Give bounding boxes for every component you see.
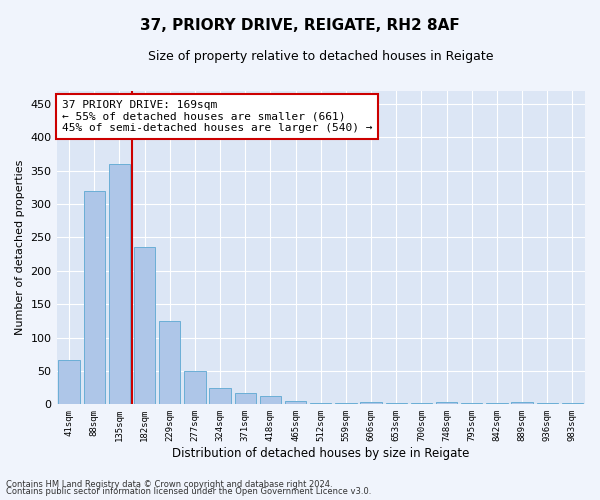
- Bar: [335, 403, 356, 404]
- Bar: [109, 164, 130, 404]
- Bar: [511, 402, 533, 404]
- Bar: [310, 403, 331, 404]
- Text: Contains HM Land Registry data © Crown copyright and database right 2024.: Contains HM Land Registry data © Crown c…: [6, 480, 332, 489]
- Bar: [562, 403, 583, 404]
- Bar: [184, 371, 206, 404]
- Title: Size of property relative to detached houses in Reigate: Size of property relative to detached ho…: [148, 50, 494, 63]
- Bar: [386, 403, 407, 404]
- Bar: [58, 360, 80, 405]
- Bar: [159, 321, 181, 404]
- Bar: [235, 393, 256, 404]
- Bar: [209, 388, 231, 404]
- Text: Contains public sector information licensed under the Open Government Licence v3: Contains public sector information licen…: [6, 487, 371, 496]
- Bar: [134, 248, 155, 404]
- X-axis label: Distribution of detached houses by size in Reigate: Distribution of detached houses by size …: [172, 447, 469, 460]
- Text: 37 PRIORY DRIVE: 169sqm
← 55% of detached houses are smaller (661)
45% of semi-d: 37 PRIORY DRIVE: 169sqm ← 55% of detache…: [62, 100, 373, 133]
- Text: 37, PRIORY DRIVE, REIGATE, RH2 8AF: 37, PRIORY DRIVE, REIGATE, RH2 8AF: [140, 18, 460, 32]
- Bar: [361, 402, 382, 404]
- Y-axis label: Number of detached properties: Number of detached properties: [15, 160, 25, 335]
- Bar: [411, 403, 432, 404]
- Bar: [486, 403, 508, 404]
- Bar: [83, 190, 105, 404]
- Bar: [260, 396, 281, 404]
- Bar: [461, 403, 482, 404]
- Bar: [285, 401, 307, 404]
- Bar: [536, 403, 558, 404]
- Bar: [436, 402, 457, 404]
